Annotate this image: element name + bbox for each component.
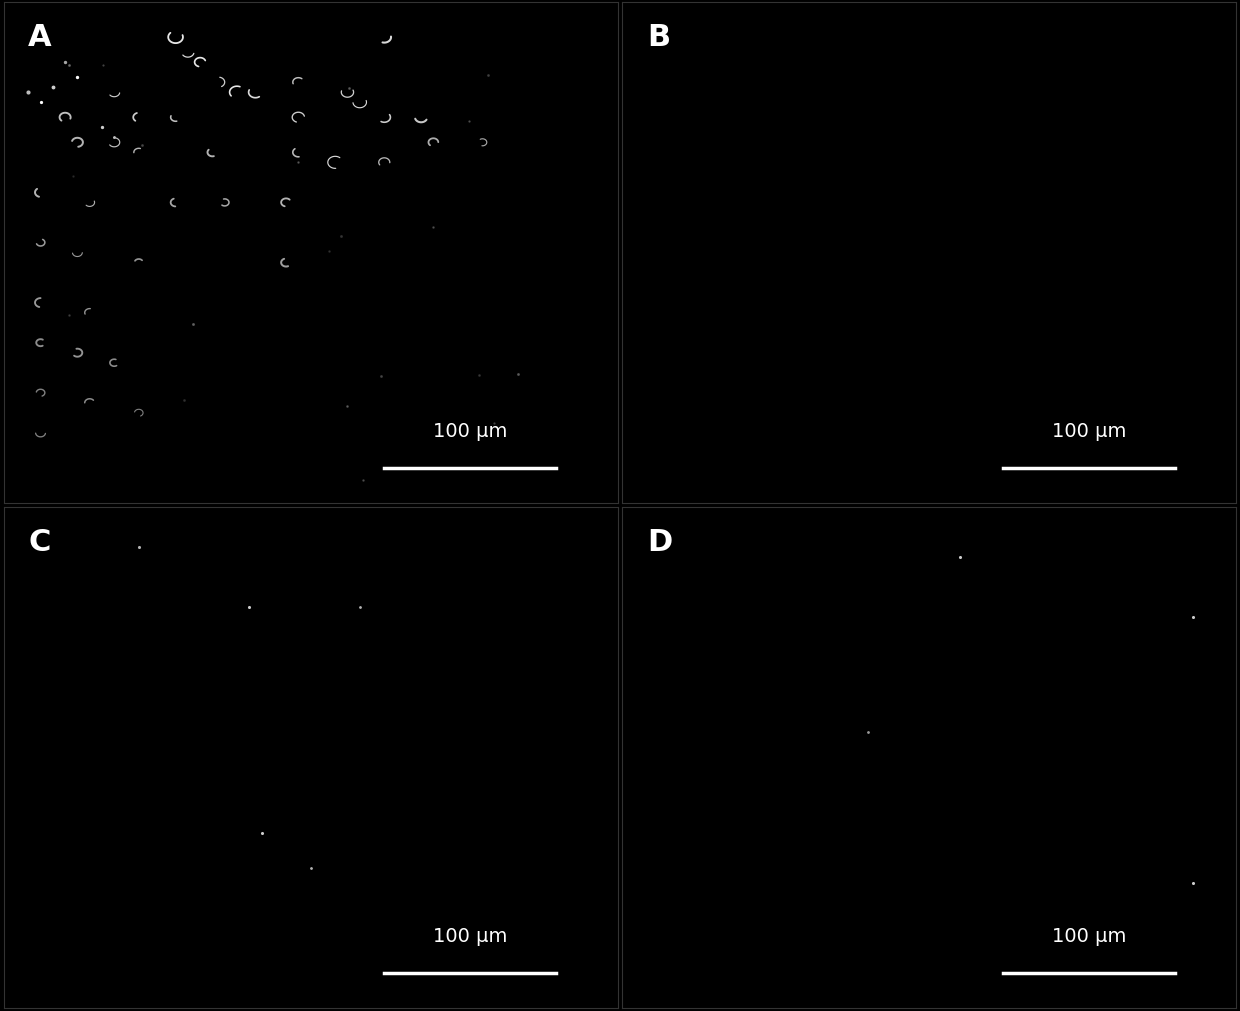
Point — [239, 600, 259, 616]
Point — [459, 113, 479, 129]
Point — [508, 367, 528, 383]
Point — [340, 81, 360, 97]
Point — [1183, 610, 1203, 626]
Point — [950, 550, 970, 566]
Point — [252, 825, 272, 841]
Point — [353, 472, 373, 488]
Point — [60, 59, 79, 75]
Point — [55, 55, 74, 71]
Text: 100 μm: 100 μm — [433, 422, 507, 441]
Text: A: A — [29, 23, 52, 52]
Point — [182, 316, 202, 333]
Point — [477, 68, 497, 84]
Point — [470, 368, 490, 384]
Point — [300, 859, 320, 876]
Point — [67, 70, 87, 86]
Point — [174, 392, 193, 408]
Text: 100 μm: 100 μm — [1052, 926, 1126, 945]
Point — [92, 120, 112, 136]
Text: D: D — [647, 528, 672, 556]
Point — [63, 168, 83, 184]
Point — [331, 228, 351, 245]
Point — [289, 155, 309, 171]
Point — [131, 137, 151, 154]
Point — [1183, 875, 1203, 891]
Point — [337, 398, 357, 415]
Point — [19, 85, 38, 101]
Text: C: C — [29, 528, 51, 556]
Point — [60, 307, 79, 324]
Point — [350, 600, 370, 616]
Point — [424, 219, 444, 236]
Point — [43, 80, 63, 96]
Point — [319, 244, 339, 260]
Point — [104, 130, 124, 147]
Point — [858, 725, 878, 741]
Point — [371, 369, 391, 385]
Text: 100 μm: 100 μm — [1052, 422, 1126, 441]
Point — [129, 540, 149, 556]
Point — [93, 58, 113, 74]
Text: 100 μm: 100 μm — [433, 926, 507, 945]
Point — [484, 416, 503, 432]
Text: B: B — [647, 23, 670, 52]
Point — [31, 95, 51, 111]
